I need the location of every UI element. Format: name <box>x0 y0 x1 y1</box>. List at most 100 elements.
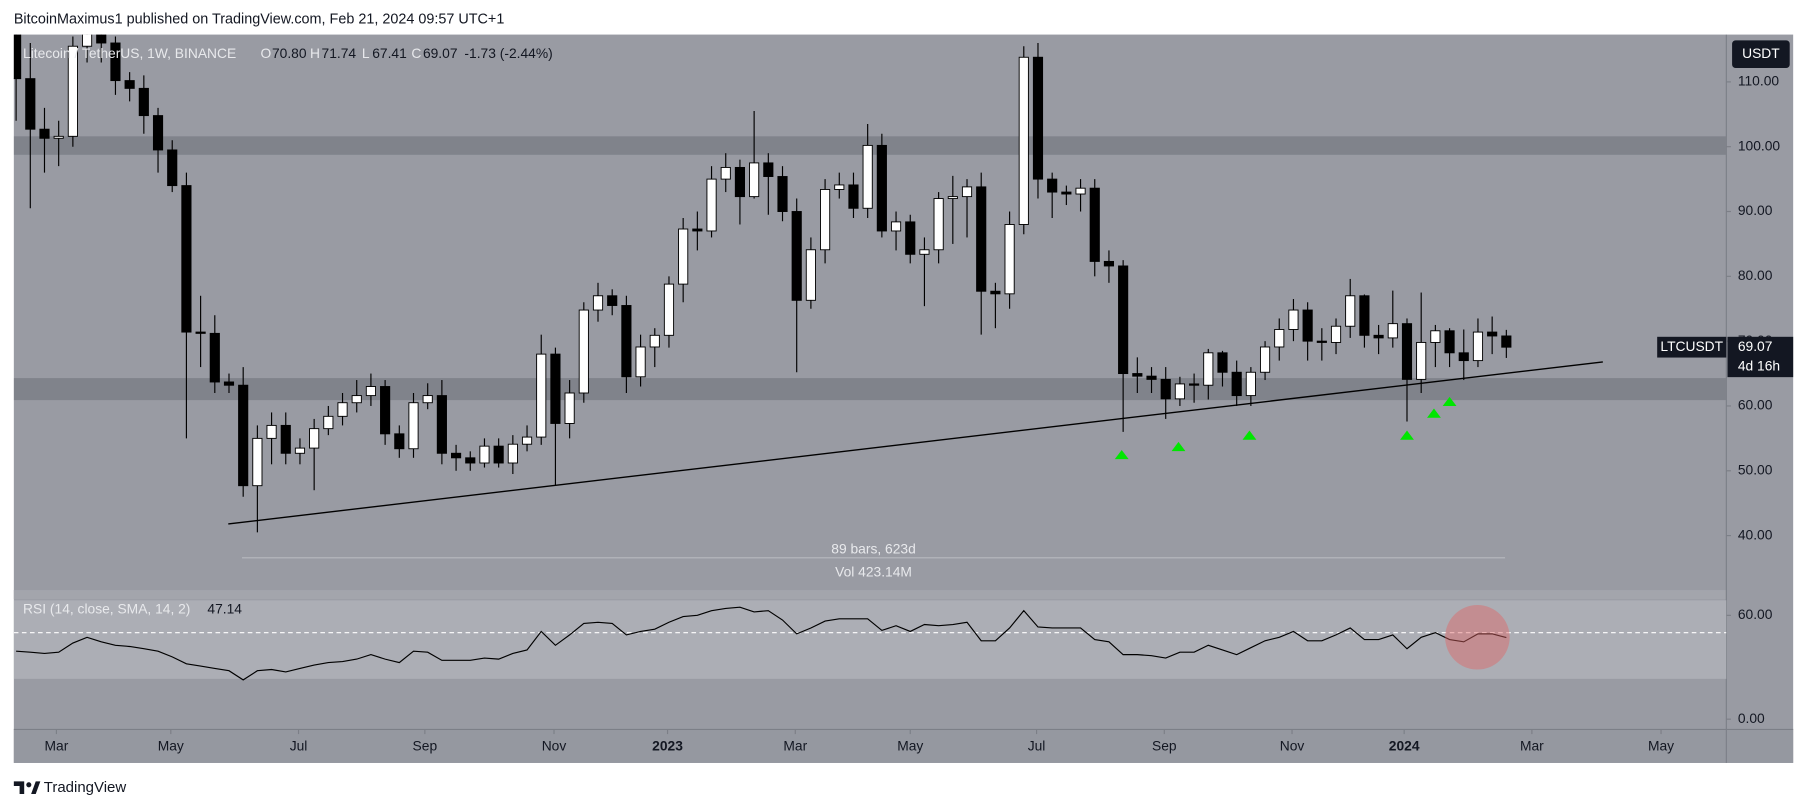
candle-body <box>1416 341 1427 380</box>
candle-body <box>124 80 135 89</box>
candle-body <box>1401 323 1413 380</box>
candle-body <box>791 211 802 301</box>
candle-body <box>621 305 632 378</box>
candle-body <box>1231 371 1242 397</box>
candle-body <box>1103 260 1115 267</box>
x-tick-label: 2024 <box>1389 737 1420 753</box>
candle-body <box>1047 178 1058 193</box>
candle-body <box>961 186 973 198</box>
candle-body <box>1288 309 1299 330</box>
symbol-label-box <box>1657 336 1727 358</box>
y-tick-label: 50.00 <box>1738 461 1773 477</box>
candle-body <box>110 42 121 82</box>
candle-body <box>848 184 859 209</box>
candle-body <box>763 162 774 177</box>
candle-body <box>1245 371 1256 397</box>
marker-triangle <box>1114 449 1129 460</box>
candle-body <box>1075 187 1086 195</box>
ohlc-label: C <box>411 45 421 61</box>
candle-body <box>294 447 306 454</box>
candle-body <box>1259 346 1271 373</box>
marker-triangle <box>1427 408 1441 418</box>
candle-body <box>1018 56 1029 225</box>
zone <box>13 378 1727 401</box>
candle-body <box>436 395 447 454</box>
candle-body <box>209 332 220 383</box>
candle-body <box>181 185 192 333</box>
ohlc-label: L <box>362 45 370 61</box>
candle-body <box>1487 331 1498 337</box>
candle-body <box>550 353 561 424</box>
x-tick-label: Sep <box>413 737 438 753</box>
x-tick-label: 2023 <box>652 737 683 753</box>
candle-body <box>1132 373 1143 377</box>
candle-body <box>351 395 362 404</box>
candle-body <box>422 395 433 404</box>
symbol-label: LTCUSDT <box>1660 338 1723 354</box>
ohlc-value: 70.80 <box>272 45 307 61</box>
candle-body <box>1174 383 1185 400</box>
marker-triangle <box>1171 441 1186 452</box>
change: -1.73 (-2.44%) <box>464 45 552 61</box>
pane-separator <box>13 590 1727 600</box>
x-tick-label: Nov <box>1280 737 1305 753</box>
y-tick-label: 0.00 <box>1738 710 1765 726</box>
y-tick-label: 60.00 <box>1738 397 1773 413</box>
candle-body <box>53 135 64 139</box>
candle-body <box>876 144 887 232</box>
x-tick-label: Mar <box>783 737 807 753</box>
candle-body <box>1458 352 1469 362</box>
candle-body <box>1472 331 1484 362</box>
x-tick-label: May <box>1648 737 1674 753</box>
x-tick-label: Jul <box>290 737 308 753</box>
candle-body <box>138 87 149 117</box>
candle-body <box>479 445 490 464</box>
candle-body <box>1160 378 1171 400</box>
candle-body <box>1387 323 1398 339</box>
ohlc-label: O <box>260 45 271 61</box>
candle-body <box>1118 265 1129 375</box>
y-tick-label: 80.00 <box>1738 267 1773 283</box>
currency-label[interactable]: USDT <box>1742 45 1780 61</box>
candle-body <box>223 381 235 386</box>
candle-body <box>578 309 589 394</box>
footer-text: TradingView <box>44 779 127 796</box>
candle-body <box>635 346 646 378</box>
publish-header: BitcoinMaximus1 published on TradingView… <box>14 11 505 27</box>
time-axis-strip <box>13 729 1794 763</box>
candle-body <box>1345 295 1356 327</box>
candle-body <box>1004 224 1015 295</box>
rsi-value: 47.14 <box>207 600 242 616</box>
candle-body <box>706 178 717 232</box>
currency-button[interactable] <box>1732 40 1790 68</box>
candle-body <box>39 128 50 139</box>
candle-body <box>1217 352 1228 373</box>
candle-body <box>81 34 93 47</box>
ohlc-value: 67.41 <box>372 45 407 61</box>
candle-body <box>862 144 873 209</box>
candle-body <box>1330 325 1342 343</box>
candle-body <box>493 445 504 464</box>
footer-logo <box>13 781 41 795</box>
measure-volume: Vol 423.14M <box>835 563 912 579</box>
candle-body <box>536 353 547 438</box>
candle-body <box>1302 309 1313 342</box>
y-tick-label: 90.00 <box>1738 202 1773 218</box>
candle-body <box>734 166 746 198</box>
candle-body <box>67 45 78 137</box>
candle-body <box>266 424 277 439</box>
candle-body <box>1430 330 1441 343</box>
candle-body <box>25 78 36 130</box>
candle-body <box>678 228 689 285</box>
candle-body <box>1203 352 1214 386</box>
measure-bars: 89 bars, 623d <box>831 540 915 556</box>
candle-body <box>337 402 348 417</box>
y-tick-label: 40.00 <box>1738 526 1773 542</box>
rsi-pane <box>13 600 1727 681</box>
candle-body <box>280 424 291 454</box>
candle-body <box>1274 329 1285 348</box>
marker-triangle <box>1400 430 1414 440</box>
x-tick-label: Mar <box>45 737 69 753</box>
candle-body <box>380 386 391 435</box>
